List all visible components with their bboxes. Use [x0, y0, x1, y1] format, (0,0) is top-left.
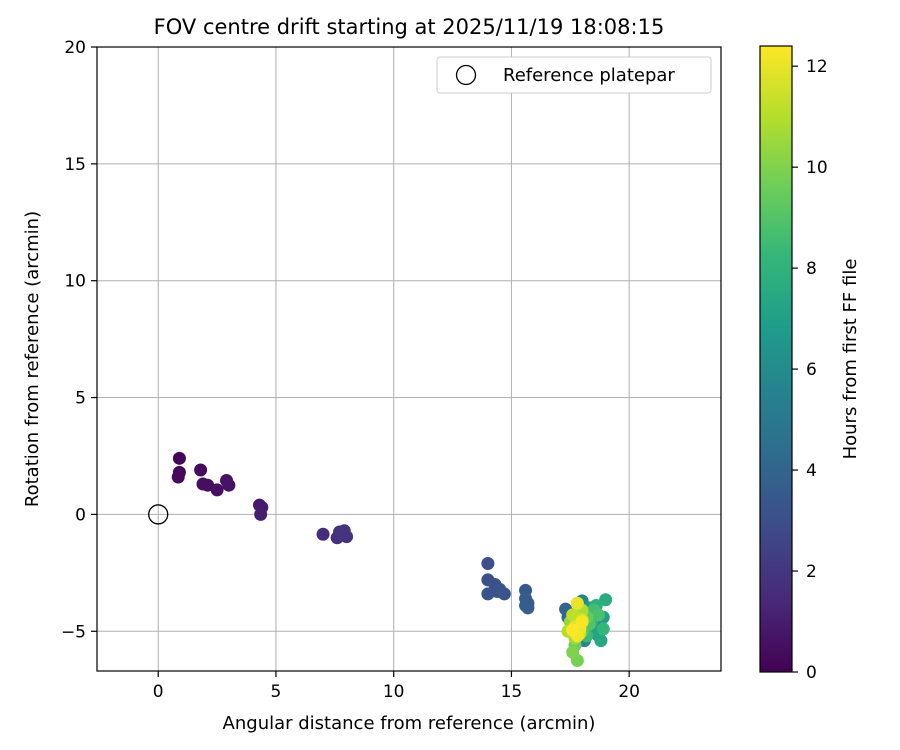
data-point: [570, 596, 584, 610]
y-axis-label: Rotation from reference (arcmin): [22, 211, 43, 507]
colorbar-tick-label: 0: [806, 663, 817, 683]
data-point: [481, 587, 495, 601]
x-tick-label: 5: [271, 682, 282, 702]
data-point: [222, 478, 236, 492]
colorbar-tick-label: 2: [806, 562, 817, 582]
plot-area: 0 5 10 15 20 −5 0 5 10 15 20: [61, 38, 722, 702]
x-tick-label: 15: [501, 682, 523, 702]
y-tick-label: 0: [75, 505, 86, 525]
data-points: [171, 451, 613, 667]
data-point: [481, 556, 495, 570]
x-axis-ticks: 0 5 10 15 20: [153, 671, 640, 702]
colorbar-label: Hours from first FF file: [840, 259, 861, 460]
data-point: [592, 608, 606, 622]
y-tick-label: 5: [75, 389, 86, 409]
colorbar-tick-label: 8: [806, 259, 817, 279]
colorbar-frame: [759, 45, 793, 673]
data-point: [335, 527, 349, 541]
legend: Reference platepar: [436, 56, 712, 94]
data-point: [566, 645, 580, 659]
colorbar-gradient: [760, 46, 792, 672]
reference-marker-group: [148, 504, 169, 525]
y-axis-ticks: −5 0 5 10 15 20: [61, 38, 97, 642]
data-point: [194, 463, 208, 477]
colorbar: 0 2 4 6 8 10 12 Hours from first FF file: [759, 45, 861, 683]
data-point: [210, 483, 224, 497]
data-point: [171, 470, 185, 484]
data-point: [596, 622, 610, 636]
data-point: [566, 623, 580, 637]
legend-marker-icon: [455, 64, 477, 86]
y-tick-label: 10: [64, 272, 86, 292]
colorbar-ticks: 0 2 4 6 8 10 12: [792, 57, 828, 683]
legend-box: [436, 56, 712, 94]
y-tick-label: −5: [61, 622, 86, 642]
chart-title: FOV centre drift starting at 2025/11/19 …: [154, 15, 665, 39]
legend-label: Reference platepar: [503, 65, 675, 86]
data-point: [172, 451, 186, 465]
x-tick-label: 20: [618, 682, 640, 702]
data-point: [594, 634, 608, 648]
colorbar-tick-label: 10: [806, 158, 828, 178]
x-tick-label: 10: [383, 682, 405, 702]
colorbar-tick-label: 6: [806, 360, 817, 380]
colorbar-tick-label: 4: [806, 461, 817, 481]
y-tick-label: 20: [64, 38, 86, 58]
x-axis-label: Angular distance from reference (arcmin): [223, 713, 596, 734]
x-tick-label: 0: [153, 682, 164, 702]
y-tick-label: 15: [64, 155, 86, 175]
plot-background: [97, 47, 721, 671]
data-point: [521, 601, 535, 615]
colorbar-tick-label: 12: [806, 57, 828, 77]
data-point: [316, 527, 330, 541]
reference-marker: [148, 504, 169, 525]
data-point: [575, 615, 589, 629]
data-point: [254, 507, 268, 521]
data-point: [493, 582, 507, 596]
plot-frame: [96, 46, 722, 672]
data-point: [599, 593, 613, 607]
